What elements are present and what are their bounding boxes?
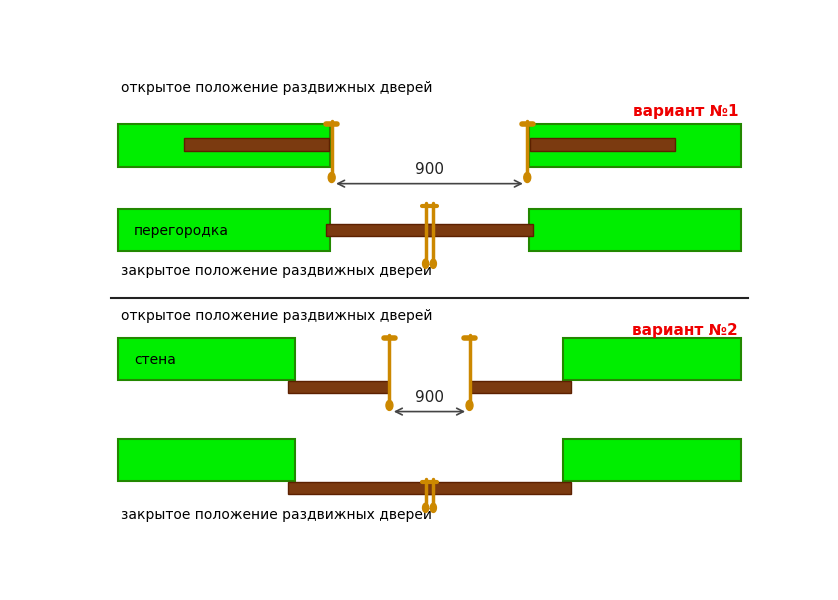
Bar (184, 138, 328, 151)
Text: 900: 900 (415, 163, 444, 178)
Bar (118, 209, 330, 251)
Bar (529, 124, 741, 167)
Bar (118, 338, 296, 380)
Bar (471, 381, 572, 393)
Bar (563, 439, 741, 481)
Text: стена: стена (134, 353, 176, 367)
Bar (529, 209, 741, 251)
Text: вариант №2: вариант №2 (633, 323, 738, 338)
Ellipse shape (430, 503, 437, 512)
Text: перегородка: перегородка (134, 224, 229, 238)
Text: открытое положение раздвижных дверей: открытое положение раздвижных дверей (121, 81, 432, 95)
Bar (287, 381, 388, 393)
Ellipse shape (524, 172, 530, 182)
Bar (118, 124, 330, 167)
Ellipse shape (422, 259, 429, 268)
Bar (563, 338, 741, 380)
Text: закрытое положение раздвижных дверей: закрытое положение раздвижных дверей (121, 264, 432, 278)
Ellipse shape (328, 172, 335, 182)
Bar (426, 224, 533, 236)
Ellipse shape (386, 400, 393, 410)
Ellipse shape (466, 400, 473, 410)
Bar (118, 439, 296, 481)
Bar (530, 138, 675, 151)
Text: вариант №1: вариант №1 (633, 104, 738, 119)
Text: 900: 900 (415, 391, 444, 406)
Bar (326, 224, 433, 236)
Ellipse shape (430, 259, 437, 268)
Ellipse shape (422, 503, 429, 512)
Text: закрытое положение раздвижных дверей: закрытое положение раздвижных дверей (121, 508, 432, 522)
Bar (287, 482, 433, 494)
Text: открытое положение раздвижных дверей: открытое положение раздвижных дверей (121, 309, 432, 323)
Bar (426, 482, 572, 494)
